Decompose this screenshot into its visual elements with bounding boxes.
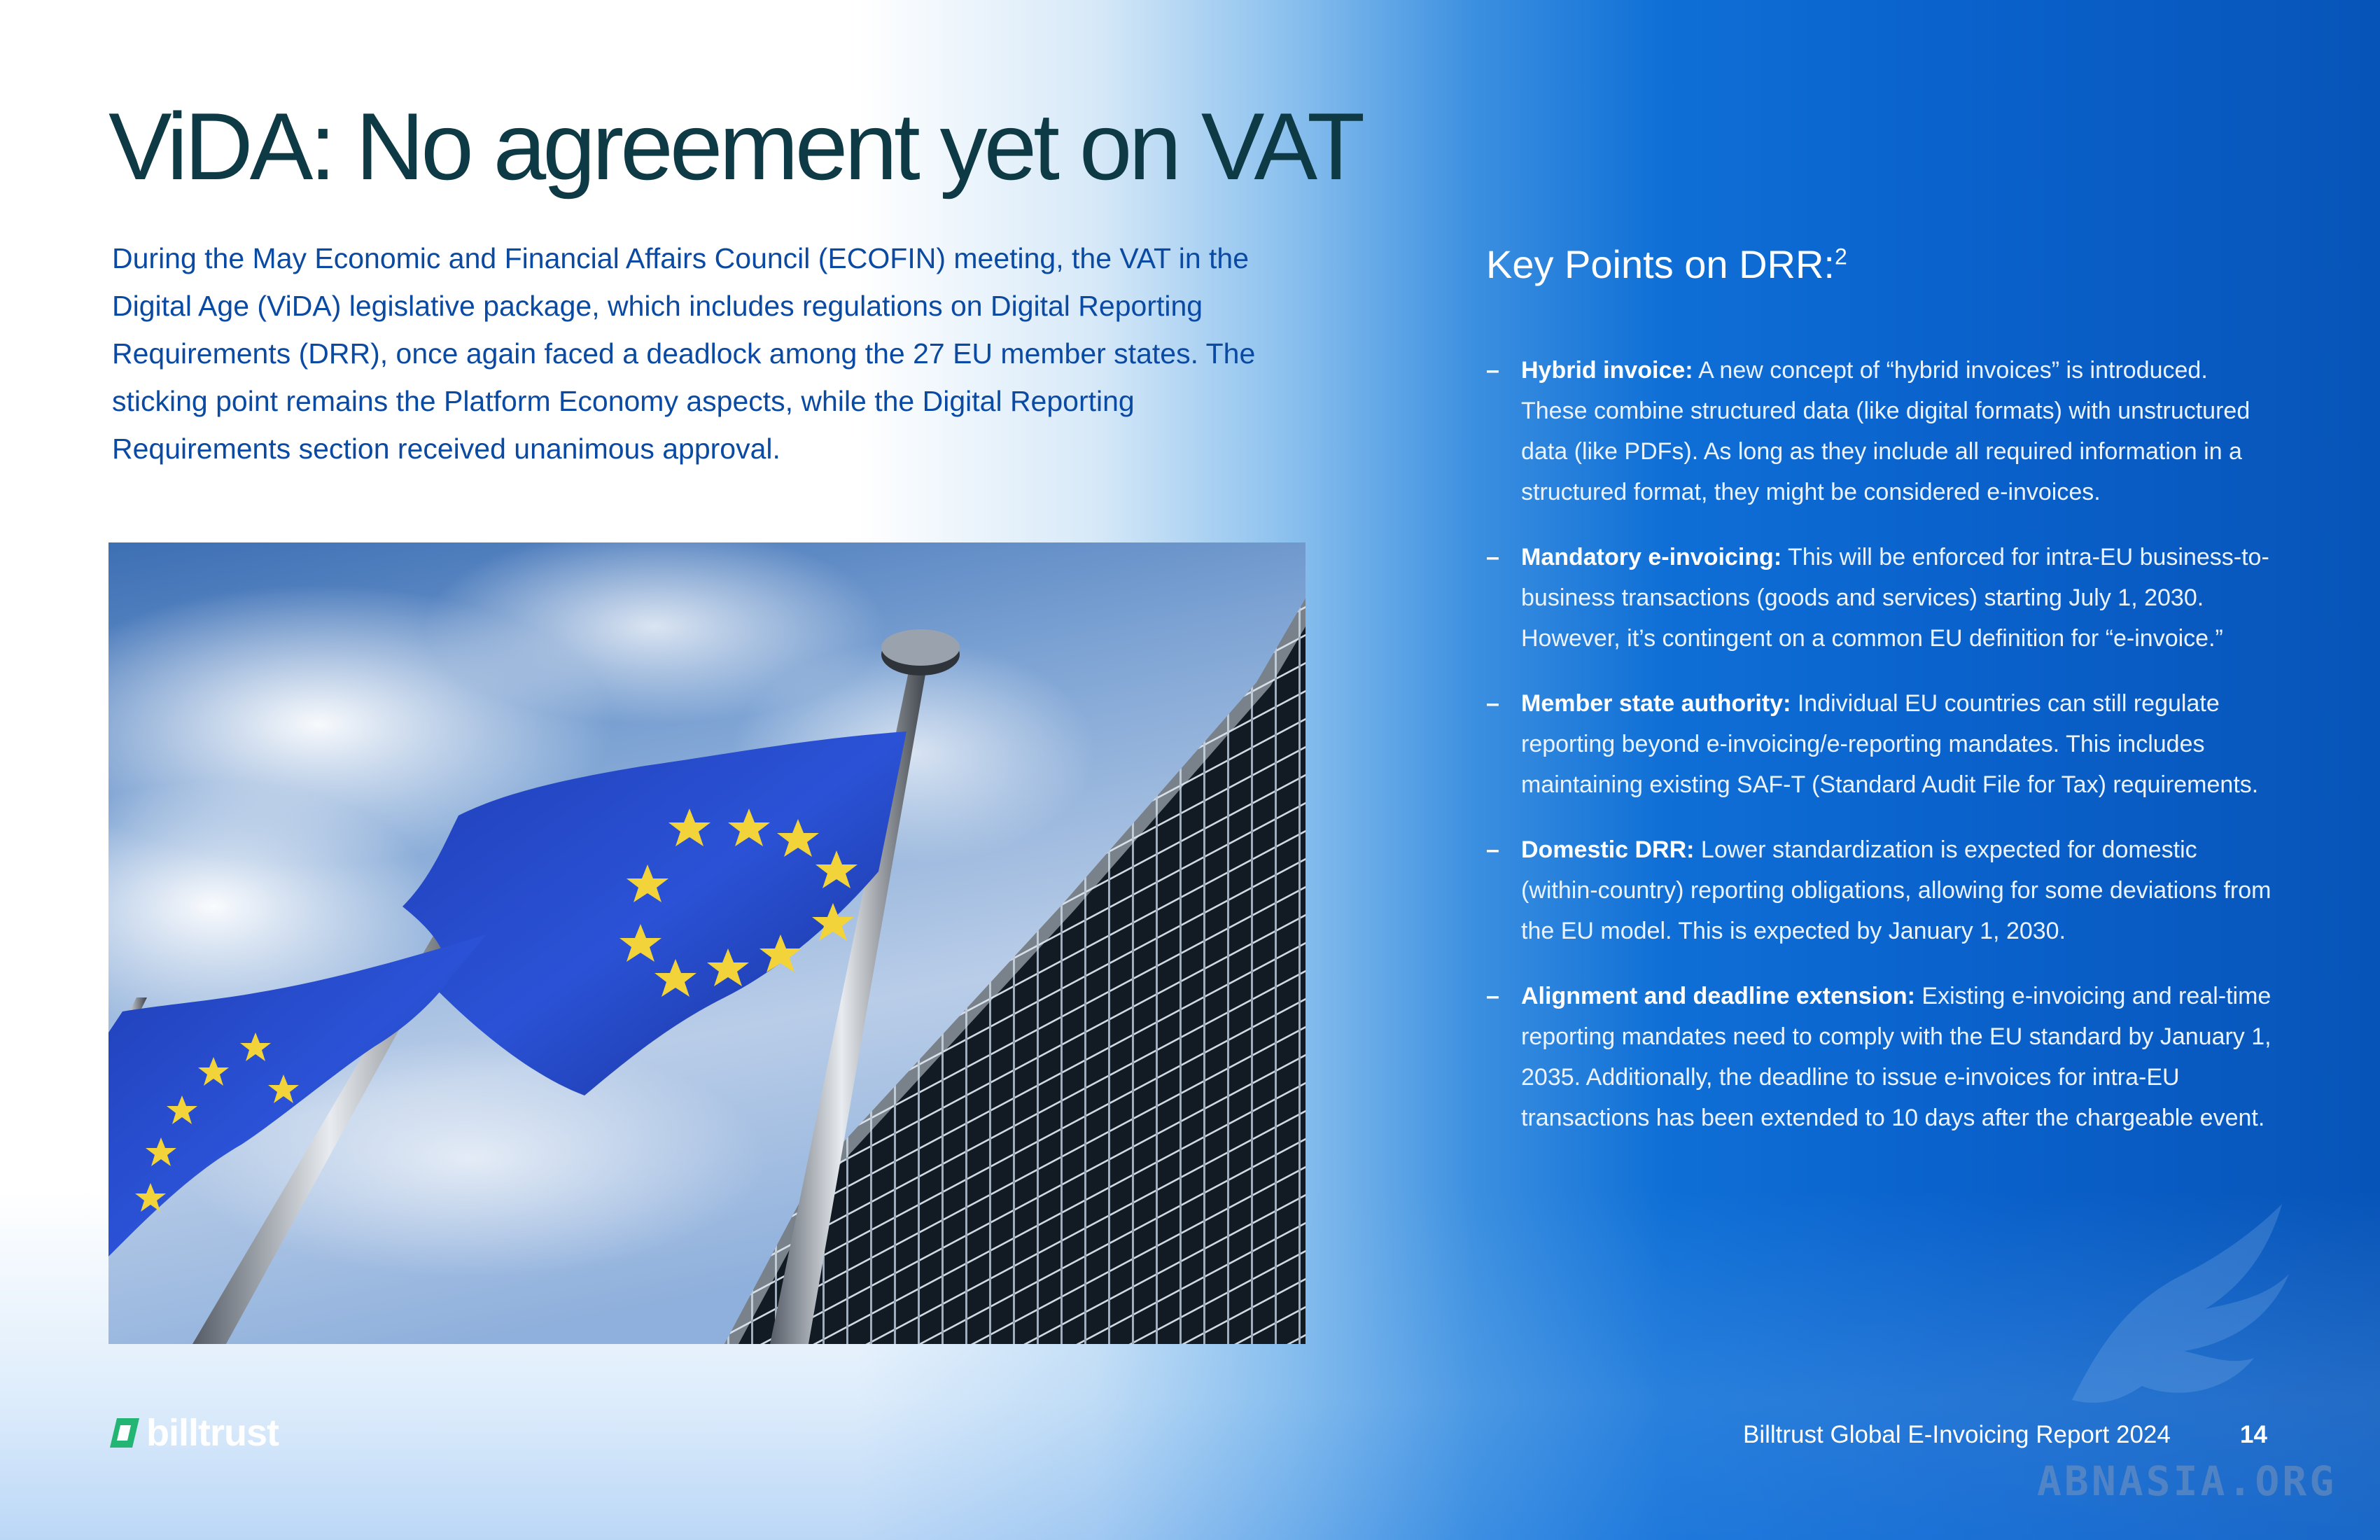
list-item-text: This will be enforced for intra-EU busin… xyxy=(1521,544,2269,652)
list-item-text: A new concept of “hybrid invoices” is in… xyxy=(1521,357,2250,505)
report-name: Billtrust Global E-Invoicing Report 2024 xyxy=(1743,1421,2171,1448)
billtrust-logo: billtrust xyxy=(108,1410,279,1455)
list-item-text: Existing e-invoicing and real-time repor… xyxy=(1521,983,2272,1131)
list-item: – Alignment and deadline extension: Exis… xyxy=(1486,976,2277,1138)
bullet-dash: – xyxy=(1486,544,1499,570)
page-title: ViDA: No agreement yet on VAT xyxy=(108,93,1365,200)
watermark-bird-icon xyxy=(2072,1204,2289,1403)
list-item: – Member state authority: Individual EU … xyxy=(1486,683,2277,805)
list-item-lead: Mandatory e-invoicing: xyxy=(1521,544,1782,570)
key-points-list: – Hybrid invoice: A new concept of “hybr… xyxy=(1486,350,2277,1163)
bullet-dash: – xyxy=(1486,983,1499,1009)
bullet-dash: – xyxy=(1486,690,1499,717)
billtrust-logo-icon xyxy=(110,1418,139,1448)
key-points-title: Key Points on DRR:2 xyxy=(1486,241,1847,287)
key-points-title-text: Key Points on DRR: xyxy=(1486,242,1835,286)
list-item-lead: Domestic DRR: xyxy=(1521,836,1695,863)
list-item-lead: Alignment and deadline extension: xyxy=(1521,983,1915,1009)
intro-paragraph: During the May Economic and Financial Af… xyxy=(112,242,1256,465)
watermark: ABNASIA.ORG xyxy=(2037,1457,2337,1505)
bullet-dash: – xyxy=(1486,357,1499,384)
footnote-marker: 2 xyxy=(1834,244,1847,270)
logo-wordmark: billtrust xyxy=(146,1412,279,1454)
list-item-text: Individual EU countries can still regula… xyxy=(1521,690,2259,798)
bullet-dash: – xyxy=(1486,836,1499,863)
list-item: – Hybrid invoice: A new concept of “hybr… xyxy=(1486,350,2277,512)
page-number: 14 xyxy=(2240,1421,2267,1448)
list-item-text: Lower standardization is expected for do… xyxy=(1521,836,2272,944)
list-item: – Mandatory e-invoicing: This will be en… xyxy=(1486,537,2277,659)
list-item-lead: Member state authority: xyxy=(1521,690,1791,717)
list-item-lead: Hybrid invoice: xyxy=(1521,357,1693,384)
eu-flags-photo xyxy=(108,542,1306,1344)
list-item: – Domestic DRR: Lower standardization is… xyxy=(1486,830,2277,951)
